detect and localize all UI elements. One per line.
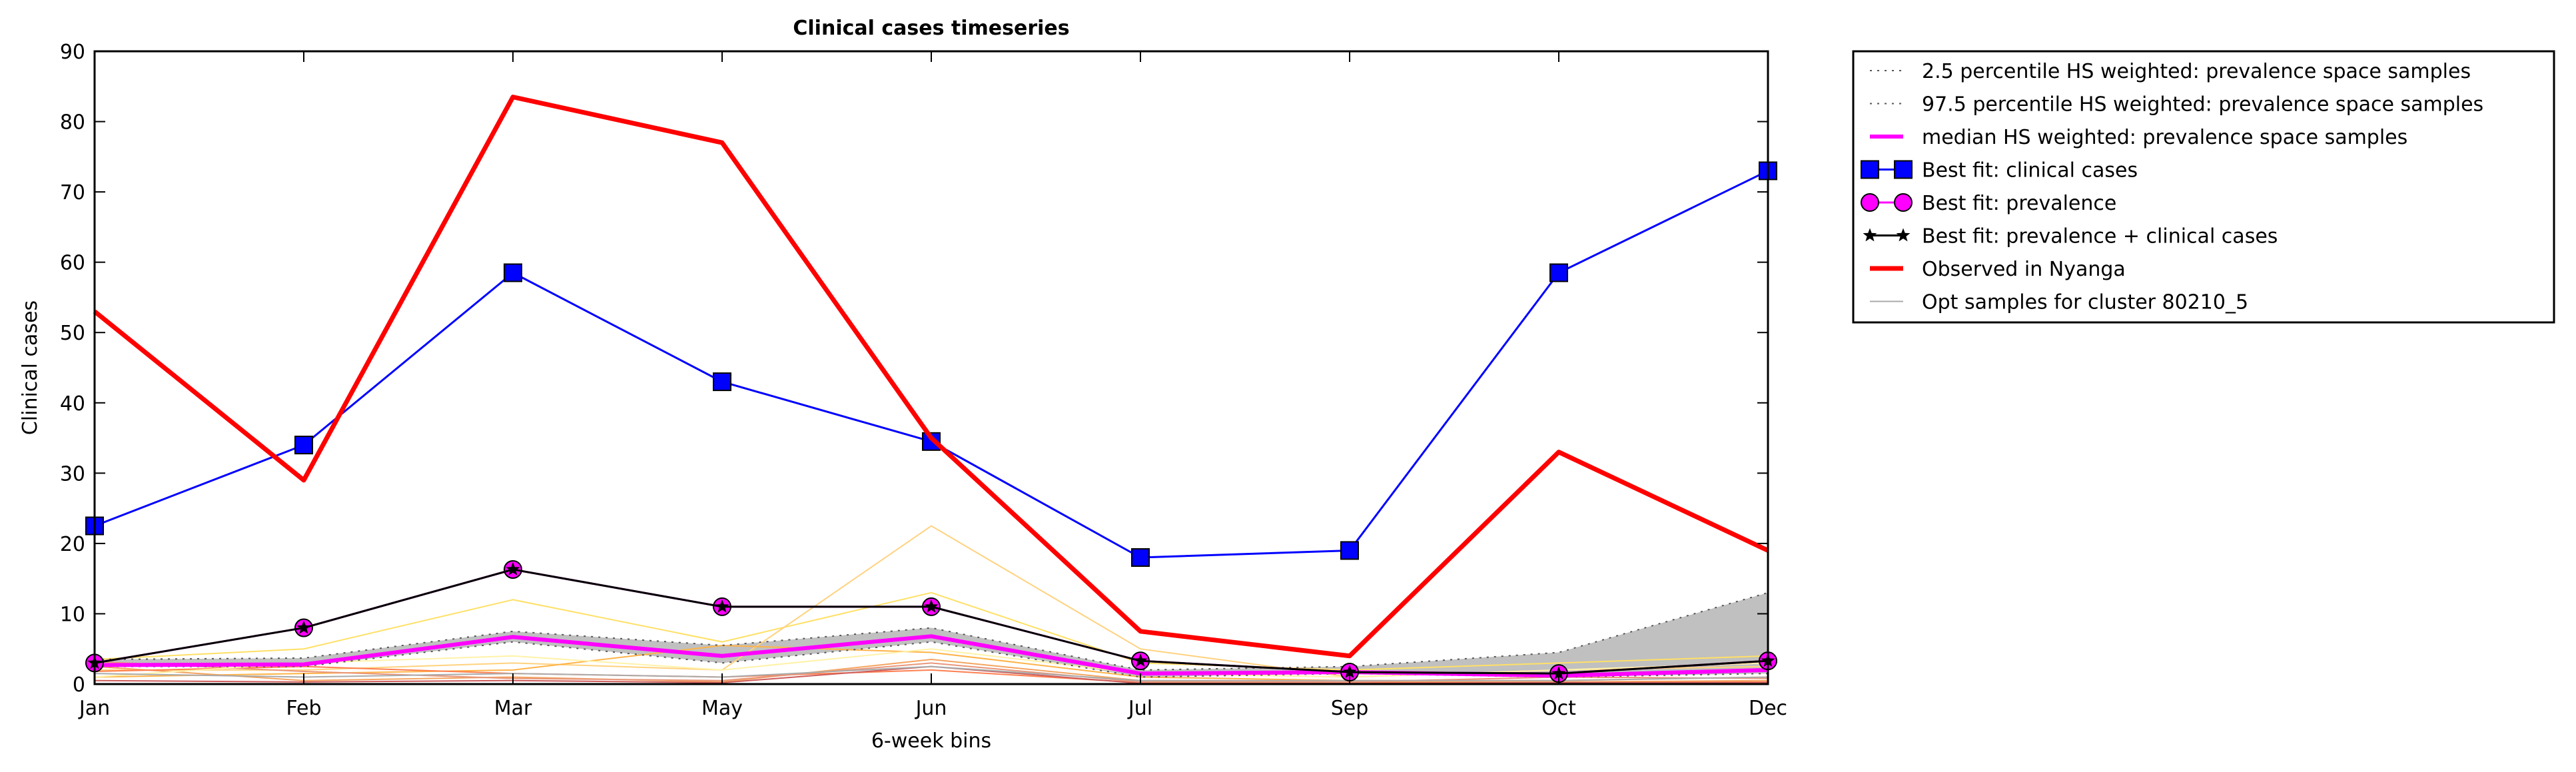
- series-2: [94, 634, 1769, 678]
- sample-line-3: [94, 659, 1769, 683]
- series-line-2: [94, 634, 1769, 678]
- legend-label: Observed in Nyanga: [1922, 258, 2126, 281]
- x-tick-label: Dec: [1749, 697, 1787, 720]
- legend-marker-4: [1861, 193, 1879, 212]
- series-5-point-2: [506, 562, 520, 576]
- legend-label: Best fit: clinical cases: [1922, 159, 2138, 183]
- y-tick-label: 0: [73, 673, 85, 697]
- series-5-point-4: [924, 599, 939, 613]
- series-line-6: [93, 95, 1769, 659]
- y-tick-label: 10: [60, 603, 85, 626]
- series-3-point-1: [294, 436, 313, 455]
- x-tick-label: Feb: [286, 697, 321, 720]
- series-3-point-3: [713, 372, 731, 392]
- legend-entry-2: median HS weighted: prevalence space sam…: [1870, 126, 2407, 149]
- x-tick-label: Sep: [1331, 697, 1369, 720]
- legend-label: Opt samples for cluster 80210_5: [1922, 291, 2248, 314]
- x-tick-label: Jul: [1127, 697, 1152, 720]
- plot-area: [85, 95, 1777, 684]
- axes: 0 10 20 30 40 50 60 70 80 90 Jan Feb Mar May Jun Jul Sep…: [60, 41, 1787, 720]
- x-tick-label: Mar: [494, 697, 532, 720]
- x-tick-label: May: [701, 697, 743, 720]
- series-5-point-7: [1551, 666, 1566, 680]
- legend-marker-5: [1896, 228, 1911, 242]
- legend-entry-6: Observed in Nyanga: [1870, 258, 2126, 281]
- y-tick-label: 90: [60, 41, 85, 64]
- series-5-point-5: [1133, 653, 1148, 667]
- series-3: [85, 161, 1777, 567]
- legend-marker-5: [1863, 228, 1877, 242]
- chart-title: Clinical cases timeseries: [793, 17, 1069, 40]
- y-tick-label: 20: [60, 533, 85, 556]
- legend-entry-4: Best fit: prevalence: [1861, 192, 2116, 215]
- series-7: [94, 665, 1769, 681]
- series-6: [93, 95, 1769, 659]
- legend-entry-7: Opt samples for cluster 80210_5: [1870, 291, 2248, 314]
- x-tick-label: Jan: [78, 697, 110, 720]
- legend-label: 2.5 percentile HS weighted: prevalence s…: [1922, 60, 2471, 83]
- y-axis-label: Clinical cases: [19, 300, 42, 435]
- legend-marker-3: [1894, 160, 1913, 179]
- sample-line-0: [94, 591, 1769, 671]
- x-axis-label: 6-week bins: [871, 729, 991, 753]
- series-3-point-7: [1549, 263, 1568, 282]
- legend-label: Best fit: prevalence: [1922, 192, 2116, 215]
- x-tick-label: Oct: [1541, 697, 1576, 720]
- series-5-point-3: [715, 599, 729, 613]
- sample-line-5: [94, 661, 1769, 683]
- legend-label: 97.5 percentile HS weighted: prevalence …: [1922, 93, 2483, 117]
- y-tick-label: 30: [60, 462, 85, 486]
- series-5-point-6: [1342, 665, 1357, 678]
- legend-entry-1: 97.5 percentile HS weighted: prevalence …: [1870, 93, 2483, 117]
- series-5-point-1: [296, 620, 311, 634]
- y-tick-label: 50: [60, 322, 85, 345]
- series-line-1: [94, 591, 1769, 671]
- legend-box: [1852, 50, 2555, 324]
- series-3-point-2: [504, 263, 522, 282]
- legend-label: Best fit: prevalence + clinical cases: [1922, 225, 2278, 248]
- legend-label: median HS weighted: prevalence space sam…: [1922, 126, 2407, 149]
- legend-marker-4: [1894, 193, 1913, 212]
- plot-frame: [93, 50, 1769, 685]
- y-tick-label: 60: [60, 252, 85, 275]
- y-tick-label: 70: [60, 181, 85, 204]
- series-3-point-6: [1340, 541, 1359, 560]
- legend-entry-3: Best fit: clinical cases: [1861, 159, 2138, 183]
- series-1: [94, 591, 1769, 671]
- legend-entry-5: Best fit: prevalence + clinical cases: [1863, 225, 2278, 248]
- y-tick-label: 40: [60, 392, 85, 416]
- series-3-point-5: [1131, 548, 1150, 567]
- legend: 2.5 percentile HS weighted: prevalence s…: [1852, 50, 2555, 324]
- y-tick-label: 80: [60, 111, 85, 135]
- series-line-3: [94, 170, 1769, 559]
- series-line-7: [94, 665, 1769, 681]
- legend-marker-3: [1861, 160, 1879, 179]
- x-tick-label: Jun: [915, 697, 947, 720]
- legend-entry-0: 2.5 percentile HS weighted: prevalence s…: [1870, 60, 2471, 83]
